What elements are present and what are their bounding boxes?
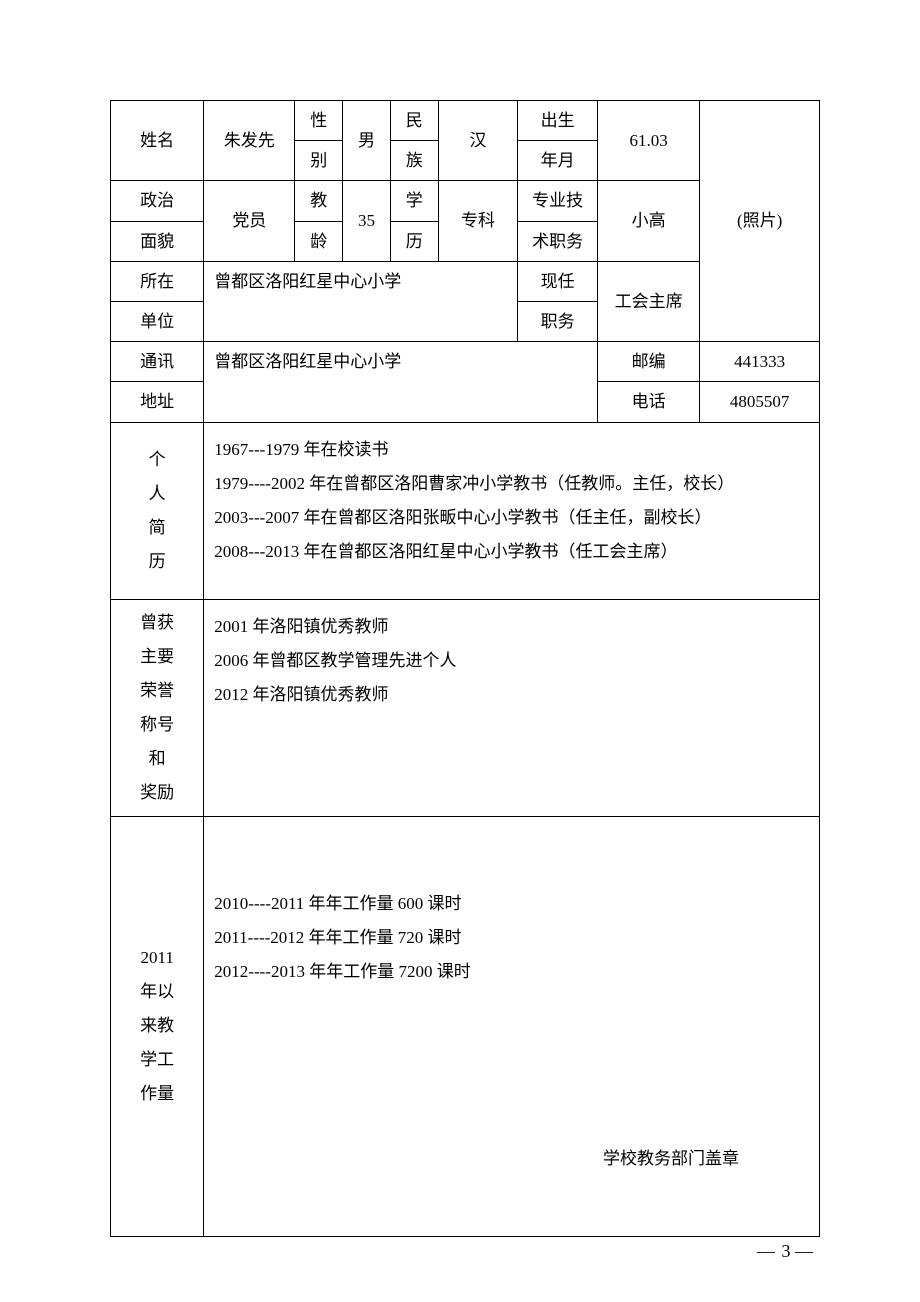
- position-value: 工会主席: [597, 261, 699, 341]
- political-label-1: 政治: [111, 181, 204, 221]
- postcode-value: 441333: [700, 342, 820, 382]
- honors-line1: 2001 年洛阳镇优秀教师: [214, 617, 388, 636]
- position-label-1: 现任: [518, 261, 598, 301]
- birth-label-1: 出生: [518, 101, 598, 141]
- address-value: 曾都区洛阳红星中心小学: [204, 342, 598, 422]
- workload-label: 2011年以来教学工作量: [111, 816, 204, 1236]
- ethnicity-label-2: 族: [390, 141, 438, 181]
- gender-value: 男: [343, 101, 391, 181]
- workload-line2: 2011----2012 年年工作量 720 课时: [214, 928, 461, 947]
- title-label-1: 专业技: [518, 181, 598, 221]
- postcode-label: 邮编: [597, 342, 699, 382]
- page-number: — 3 —: [757, 1241, 815, 1262]
- unit-label-2: 单位: [111, 301, 204, 341]
- ethnicity-label-1: 民: [390, 101, 438, 141]
- address-label-1: 通讯: [111, 342, 204, 382]
- ethnicity-value: 汉: [438, 101, 518, 181]
- honors-content: 2001 年洛阳镇优秀教师 2006 年曾都区教学管理先进个人 2012 年洛阳…: [204, 599, 820, 816]
- birth-label-2: 年月: [518, 141, 598, 181]
- political-label-2: 面貌: [111, 221, 204, 261]
- page-num: 3: [782, 1241, 791, 1261]
- education-value: 专科: [438, 181, 518, 261]
- honors-label: 曾获主要荣誉称号和奖励: [111, 599, 204, 816]
- row-1: 姓名 朱发先 性 男 民 汉 出生 61.03 (照片): [111, 101, 820, 141]
- bio-line1: 1967---1979 年在校读书: [214, 440, 388, 459]
- bio-line4: 2008---2013 年在曾都区洛阳红星中心小学教书（任工会主席）: [214, 542, 677, 561]
- row-workload: 2011年以来教学工作量 2010----2011 年年工作量 600 课时 2…: [111, 816, 820, 1236]
- workload-line1: 2010----2011 年年工作量 600 课时: [214, 894, 461, 913]
- name-value: 朱发先: [204, 101, 295, 181]
- bio-line2: 1979----2002 年在曾都区洛阳曹家冲小学教书（任教师。主任，校长）: [214, 474, 734, 493]
- bio-label: 个人简历: [111, 422, 204, 599]
- birth-value: 61.03: [597, 101, 699, 181]
- bio-line3: 2003---2007 年在曾都区洛阳张畈中心小学教书（任主任，副校长）: [214, 508, 711, 527]
- unit-value: 曾都区洛阳红星中心小学: [204, 261, 518, 341]
- photo-cell: (照片): [700, 101, 820, 342]
- row-bio: 个人简历 1967---1979 年在校读书 1979----2002 年在曾都…: [111, 422, 820, 599]
- workload-content: 2010----2011 年年工作量 600 课时 2011----2012 年…: [204, 816, 820, 1236]
- position-label-2: 职务: [518, 301, 598, 341]
- education-label-2: 历: [390, 221, 438, 261]
- bio-content: 1967---1979 年在校读书 1979----2002 年在曾都区洛阳曹家…: [204, 422, 820, 599]
- honors-line2: 2006 年曾都区教学管理先进个人: [214, 651, 456, 670]
- phone-label: 电话: [597, 382, 699, 422]
- honors-line3: 2012 年洛阳镇优秀教师: [214, 685, 388, 704]
- gender-label-2: 别: [295, 141, 343, 181]
- name-label: 姓名: [111, 101, 204, 181]
- title-value: 小高: [597, 181, 699, 261]
- teaching-years-label-1: 教: [295, 181, 343, 221]
- phone-value: 4805507: [700, 382, 820, 422]
- education-label-1: 学: [390, 181, 438, 221]
- political-value: 党员: [204, 181, 295, 261]
- dash-left: —: [757, 1241, 777, 1261]
- unit-label-1: 所在: [111, 261, 204, 301]
- row-honors: 曾获主要荣誉称号和奖励 2001 年洛阳镇优秀教师 2006 年曾都区教学管理先…: [111, 599, 820, 816]
- teaching-years-value: 35: [343, 181, 391, 261]
- stamp-text: 学校教务部门盖章: [603, 1142, 739, 1176]
- workload-line3: 2012----2013 年年工作量 7200 课时: [214, 962, 470, 981]
- title-label-2: 术职务: [518, 221, 598, 261]
- personnel-form-table: 姓名 朱发先 性 男 民 汉 出生 61.03 (照片) 别 族 年月 政治 党…: [110, 100, 820, 1237]
- gender-label-1: 性: [295, 101, 343, 141]
- address-label-2: 地址: [111, 382, 204, 422]
- row-4: 通讯 曾都区洛阳红星中心小学 邮编 441333: [111, 342, 820, 382]
- teaching-years-label-2: 龄: [295, 221, 343, 261]
- dash-right: —: [795, 1241, 815, 1261]
